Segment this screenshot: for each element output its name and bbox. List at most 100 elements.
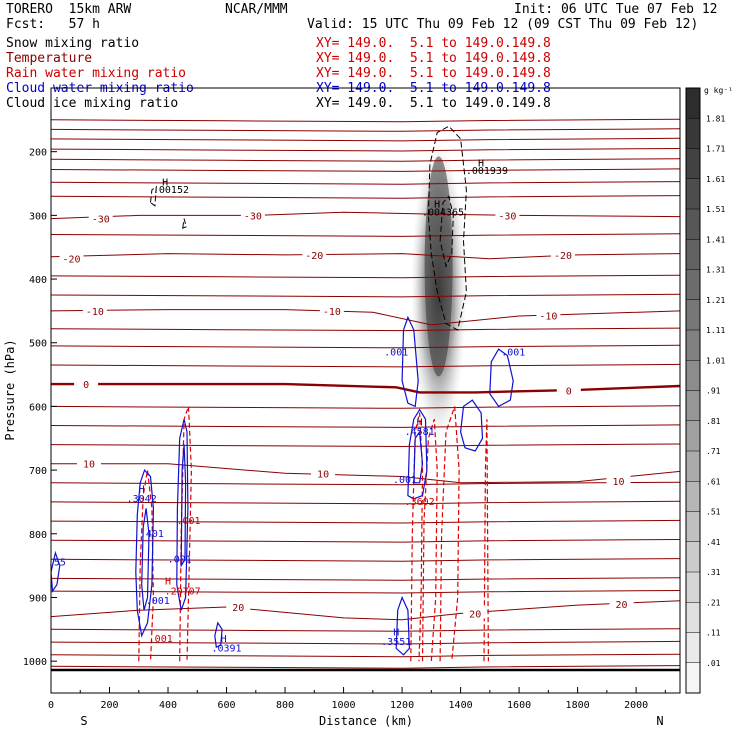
colorbar-segment (686, 420, 700, 451)
isotherm-label-bg (606, 474, 631, 486)
x-tick-label: 1400 (449, 700, 473, 711)
snow-shading (410, 141, 467, 442)
colorbar-tick-label: 1.81 (706, 114, 725, 123)
y-tick-label: 400 (29, 275, 47, 286)
colorbar-tick-label: 1.21 (706, 296, 725, 305)
cloud-ice-contour (439, 195, 454, 268)
x-tick-label: 600 (218, 700, 236, 711)
isotherm (51, 481, 680, 486)
plot-frame (50, 87, 681, 694)
isotherm-label: 10 (613, 477, 625, 488)
cloud-water-label: .001 (146, 596, 170, 607)
isotherm (51, 653, 680, 658)
colorbar-segment (686, 118, 700, 149)
isotherm-label-bg (302, 248, 327, 260)
cloud-water-label: .001 (384, 347, 408, 358)
colorbar-segment (686, 88, 700, 119)
isotherm-label: 20 (232, 603, 244, 614)
x-tick-label: 1000 (332, 700, 356, 711)
x-start-label: S (80, 714, 87, 728)
colorbar: .01 .11 .21 .31 .41 .51 .61 .71 .81 .91 1.01 1.11 1.… (685, 87, 725, 694)
colorbar-segment (686, 360, 700, 391)
colorbar-segment (686, 178, 700, 209)
colorbar-tick-label: .11 (706, 629, 721, 638)
cloud-water-label: .4581 (405, 427, 435, 438)
rain-label: .20707 (165, 586, 201, 597)
isotherm-label-bg (74, 378, 99, 390)
colorbar-segment (686, 330, 700, 361)
x-tick-label: 2000 (624, 700, 648, 711)
colorbar-tick-label: 1.41 (706, 235, 725, 244)
cloud-water-contour (51, 550, 61, 593)
x-tick-label: 1800 (566, 700, 590, 711)
legend-cloud-ice-label: Cloud ice mixing ratio (6, 96, 179, 111)
colorbar-tick-label: .51 (706, 508, 721, 517)
cloud-water-contour (176, 419, 189, 611)
isotherm (51, 137, 680, 142)
rain-label: .001 (176, 516, 200, 527)
isotherm-labeled (51, 463, 680, 484)
isotherm (51, 628, 680, 632)
cloud-water-label: H (417, 418, 423, 429)
isotherm (51, 577, 680, 581)
isotherm-label: 20 (469, 609, 481, 620)
legend-rain-label: Rain water mixing ratio (6, 66, 187, 81)
rain-label: .001 (149, 634, 173, 645)
cloud-ice-contour (182, 218, 187, 229)
colorbar-tick-label: 1.71 (706, 145, 725, 154)
y-tick-label: 500 (29, 339, 47, 350)
isotherm-label-bg (82, 304, 107, 316)
colorbar-segment (686, 632, 700, 663)
rain-label: .3602 (405, 497, 435, 508)
cloud-water-contour (407, 408, 428, 500)
colorbar-segment (686, 299, 700, 330)
colorbar-tick-label: 1.51 (706, 205, 725, 214)
isotherm-label: -10 (323, 307, 341, 318)
x-tick-label: 400 (159, 700, 177, 711)
isotherm (51, 558, 680, 562)
isotherm (51, 181, 680, 185)
isotherm (51, 327, 680, 332)
cloud-ice-contour (149, 185, 157, 207)
cloud-water-contour (180, 444, 187, 568)
cloud-water-label: H (393, 628, 399, 639)
isotherm-labeled (51, 309, 680, 326)
isotherm-label-bg (59, 252, 84, 264)
y-tick-label: 1000 (23, 657, 47, 668)
isotherm-labeled (51, 211, 680, 220)
cloud-water-label: .0391 (211, 644, 241, 655)
ice-max-value: .00152 (153, 185, 189, 196)
colorbar-segment (686, 541, 700, 572)
cloud-water-label: .401 (140, 529, 164, 540)
legend-cloud-ice-xy: XY= 149.0. 5.1 to 149.0.149.8 (316, 96, 551, 111)
y-tick-label: 300 (29, 211, 47, 222)
rain-label: H (165, 577, 171, 588)
isotherm-label-bg (550, 248, 575, 260)
isotherm-label: 20 (615, 600, 627, 611)
isotherm (51, 405, 680, 409)
isotherm (51, 500, 680, 505)
valid-time: Valid: 15 UTC Thu 09 Feb 12 (09 CST Thu … (307, 17, 699, 32)
isotherm (51, 640, 680, 645)
colorbar-segment (686, 602, 700, 633)
x-tick-label: 1600 (507, 700, 531, 711)
isotherm-label: -10 (539, 311, 557, 322)
y-tick-label: 700 (29, 466, 47, 477)
contour-labels: -30 -30 -30 -20 -20 -20 -10 -10 -10 0 0 10 10 10 20 20 2… (48, 158, 634, 655)
isotherm-label-bg (536, 309, 561, 321)
colorbar-tick-label: .01 (706, 659, 721, 668)
isotherm-label: -20 (554, 251, 572, 262)
x-tick-label: 800 (276, 700, 294, 711)
colorbar-tick-label: 1.01 (706, 356, 725, 365)
cloud-water-contour (135, 468, 155, 638)
isotherm-label: -30 (92, 215, 110, 226)
cloud-water-contour (489, 348, 514, 408)
center-name: NCAR/MMM (225, 2, 288, 17)
x-tick-label: 1200 (390, 700, 414, 711)
isotherm-label: 0 (566, 387, 572, 398)
isotherm-labeled (51, 253, 680, 260)
y-axis-label: Pressure (hPa) (3, 339, 17, 440)
rain-contour (410, 412, 424, 662)
colorbar-segment (686, 209, 700, 240)
